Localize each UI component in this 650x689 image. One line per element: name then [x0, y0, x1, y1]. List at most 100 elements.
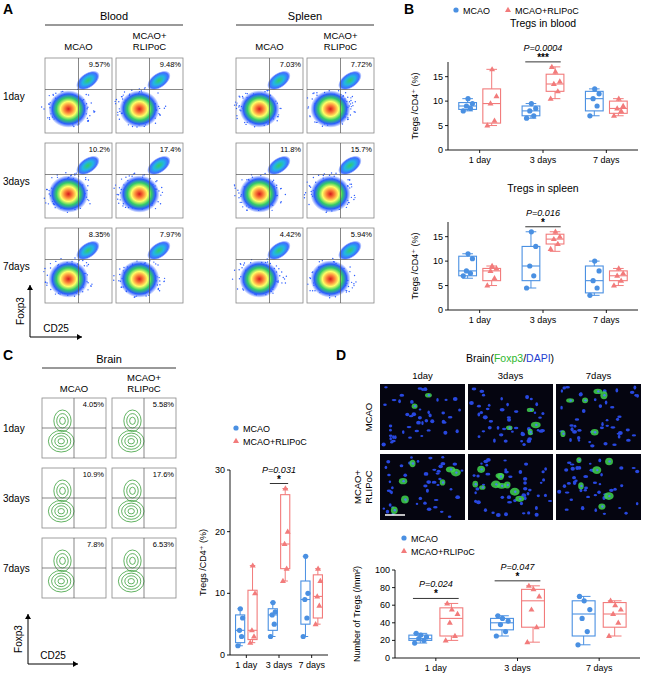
- event-dot: [236, 118, 237, 119]
- panel-label: D: [336, 347, 346, 363]
- data-point: [608, 598, 614, 603]
- nucleus: [402, 480, 404, 482]
- contour: [48, 500, 74, 522]
- data-point: [524, 285, 529, 290]
- event-dot: [242, 206, 243, 207]
- box: [440, 608, 463, 636]
- event-dot: [45, 282, 46, 283]
- event-dot: [91, 283, 92, 284]
- nucleus: [389, 425, 392, 428]
- data-point: [493, 93, 499, 98]
- data-point: [470, 101, 475, 106]
- nucleus: [483, 415, 488, 419]
- nucleus: [432, 469, 436, 471]
- contour: [128, 439, 134, 444]
- event-dot: [276, 265, 277, 266]
- event-dot: [117, 198, 118, 199]
- density-blob: [144, 67, 175, 95]
- y-tick-label: 100: [375, 565, 390, 575]
- event-dot: [162, 192, 163, 193]
- nucleus: [389, 435, 393, 437]
- nucleus: [474, 491, 476, 494]
- nucleus: [501, 485, 503, 487]
- y-tick-label: 10: [433, 96, 443, 106]
- box-chart: Tregs in spleen0510151 day3 days7 daysTr…: [410, 182, 638, 325]
- event-dot: [308, 204, 309, 205]
- event-dot: [164, 108, 165, 109]
- nucleus: [440, 462, 445, 465]
- event-dot: [351, 197, 352, 198]
- data-point: [301, 634, 306, 639]
- nucleus: [538, 417, 542, 419]
- nucleus: [404, 498, 406, 500]
- nucleus: [509, 426, 511, 428]
- contour: [125, 436, 138, 447]
- data-point: [591, 96, 596, 101]
- nucleus: [389, 429, 392, 432]
- nucleus: [523, 481, 527, 485]
- data-point: [272, 622, 277, 627]
- y-tick: [445, 310, 448, 311]
- data-point: [449, 606, 455, 611]
- arrow-head: [73, 661, 78, 667]
- event-dot: [119, 119, 120, 120]
- density-blob: [335, 67, 366, 95]
- data-point: [447, 620, 453, 625]
- gate-line: [340, 143, 341, 218]
- image-background: [468, 454, 553, 520]
- event-dot: [237, 190, 238, 191]
- y-tick: [445, 261, 448, 262]
- event-dot: [89, 203, 90, 204]
- nucleus: [521, 432, 525, 436]
- event-dot: [281, 282, 282, 283]
- axis-label: CD25: [43, 323, 69, 334]
- contour: [57, 554, 69, 568]
- data-point: [484, 122, 490, 127]
- event-dot: [118, 280, 119, 281]
- event-dot: [55, 261, 56, 262]
- event-dot: [240, 264, 241, 265]
- image-background: [468, 384, 553, 450]
- row-label: MCAO: [363, 403, 374, 432]
- nucleus: [389, 481, 391, 484]
- nucleus: [596, 469, 598, 471]
- nucleus: [480, 463, 482, 465]
- data-point: [529, 101, 534, 106]
- density-blob: [144, 152, 175, 180]
- flow-plot: 8.35%: [43, 228, 112, 303]
- density-blob: [48, 175, 88, 213]
- nucleus: [400, 464, 404, 467]
- column-label: 3days: [498, 370, 524, 381]
- axis-label: Foxp3: [13, 625, 24, 653]
- row-label: 7days: [3, 563, 30, 574]
- nucleus: [480, 411, 483, 414]
- data-point: [529, 229, 534, 234]
- nucleus: [423, 485, 427, 488]
- median: [572, 613, 595, 614]
- data-point: [443, 637, 449, 642]
- foxp3-cell: [472, 481, 478, 488]
- foxp3-cell: [425, 393, 432, 398]
- foxp3-cell: [506, 425, 512, 430]
- nucleus: [390, 491, 393, 495]
- nucleus: [632, 434, 636, 436]
- gate-percentage: 7.03%: [280, 60, 302, 69]
- event-dot: [245, 93, 246, 94]
- box: [546, 234, 564, 244]
- foxp3-cell: [451, 469, 461, 477]
- density-blob: [48, 90, 88, 128]
- gate-percentage: 5.58%: [153, 400, 175, 409]
- event-dot: [240, 202, 241, 203]
- fluorescence-image: [468, 454, 553, 520]
- data-point: [452, 633, 458, 638]
- contour: [57, 414, 69, 428]
- contour: [54, 550, 71, 572]
- event-dot: [157, 264, 158, 265]
- event-dot: [88, 264, 89, 265]
- event-dot: [47, 117, 48, 118]
- density-blob: [119, 90, 159, 128]
- nucleus: [522, 443, 525, 446]
- event-dot: [309, 116, 310, 117]
- gate-line: [236, 259, 303, 260]
- density-blob: [73, 152, 104, 180]
